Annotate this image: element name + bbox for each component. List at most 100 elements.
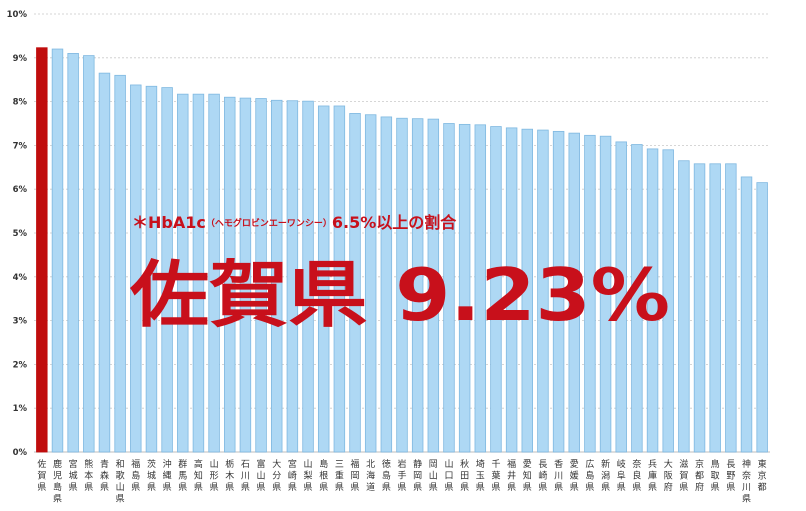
bar <box>145 85 158 453</box>
y-tick-label: 4% <box>13 273 28 283</box>
x-tick-label: 鹿児島県 <box>53 458 62 505</box>
bar <box>36 47 48 453</box>
x-tick-label: 群馬県 <box>178 458 187 493</box>
bar <box>474 124 487 453</box>
x-tick-label: 長崎県 <box>538 459 547 493</box>
x-tick-label: 福島県 <box>131 458 140 493</box>
x-tick-label: 埼玉県 <box>476 458 485 493</box>
bar <box>615 141 627 453</box>
x-tick-label: 佐賀県 <box>37 458 46 493</box>
x-tick-label: 高知県 <box>194 458 203 493</box>
y-tick-label: 3% <box>13 317 28 327</box>
x-tick-label: 鳥取県 <box>711 458 720 493</box>
x-tick-label: 島根県 <box>319 458 328 493</box>
x-tick-label: 岩手県 <box>397 458 406 493</box>
x-tick-label: 大阪府 <box>664 458 673 493</box>
x-tick-label: 徳島県 <box>382 458 391 493</box>
x-tick-label: 愛知県 <box>523 458 532 493</box>
bar <box>458 123 471 453</box>
y-tick-label: 1% <box>13 404 28 414</box>
x-tick-label: 岐阜県 <box>617 458 626 493</box>
bar <box>427 118 440 453</box>
annotation-note-suffix: 6.5%以上の割合 <box>332 213 457 232</box>
bar <box>83 55 95 453</box>
x-tick-label: 熊本県 <box>84 458 93 493</box>
x-tick-label: 新潟県 <box>601 458 610 493</box>
bar <box>177 93 189 453</box>
x-tick-label: 福岡県 <box>351 458 360 493</box>
x-tick-label: 和歌山県 <box>116 459 125 505</box>
bar <box>286 100 299 453</box>
bar <box>208 93 220 453</box>
bar <box>161 87 173 453</box>
y-tick-label: 8% <box>13 98 28 108</box>
bar <box>270 99 283 453</box>
bar <box>646 148 659 453</box>
y-tick-label: 10% <box>7 10 28 20</box>
x-axis: 佐賀県鹿児島県宮城県熊本県青森県和歌山県福島県茨城県沖縄県群馬県高知県山形県栃木… <box>37 458 766 505</box>
bar <box>693 163 706 453</box>
y-tick-label: 5% <box>13 229 28 239</box>
annotation-note-prefix: ＊HbA1c <box>132 213 206 232</box>
x-tick-label: 石川県 <box>241 460 250 493</box>
x-tick-label: 岡山県 <box>429 459 438 493</box>
x-tick-label: 青森県 <box>100 458 109 493</box>
x-tick-label: 山形県 <box>210 459 219 493</box>
bar <box>599 135 612 453</box>
x-tick-label: 長野県 <box>726 459 735 493</box>
x-tick-label: 宮城県 <box>69 458 78 493</box>
x-tick-label: 北海道 <box>366 459 375 493</box>
x-tick-label: 東京都 <box>758 458 767 493</box>
bar <box>740 176 753 453</box>
y-tick-label: 2% <box>13 360 28 370</box>
y-tick-label: 0% <box>13 448 28 458</box>
x-tick-label: 山梨県 <box>304 459 313 493</box>
x-tick-label: 山口県 <box>444 459 453 493</box>
annotation-note-small: （ヘモグロビンエーワンシー） <box>206 217 332 229</box>
y-tick-label: 7% <box>13 141 28 151</box>
x-tick-label: 香川県 <box>554 459 563 493</box>
bar <box>537 129 549 453</box>
bar <box>756 182 768 453</box>
bar <box>67 53 79 453</box>
bar <box>349 113 361 453</box>
y-axis: 0% 1% 2% 3% 4% 5% 6% 7% 8% 9% 10% <box>7 10 28 458</box>
x-tick-label: 愛媛県 <box>570 458 579 493</box>
x-tick-label: 福井県 <box>507 458 516 493</box>
x-tick-label: 兵庫県 <box>648 458 657 493</box>
bar <box>396 117 408 453</box>
x-tick-label: 滋賀県 <box>679 458 688 493</box>
y-tick-label: 6% <box>13 185 28 195</box>
bars <box>36 47 768 453</box>
bar <box>317 105 330 453</box>
bar <box>51 48 64 453</box>
bar <box>568 132 580 453</box>
x-tick-label: 静岡県 <box>413 458 422 493</box>
bar <box>490 126 502 453</box>
bar <box>98 72 111 453</box>
bar <box>114 74 126 453</box>
bar <box>333 105 346 453</box>
annotation-headline: 佐賀県 9.23% <box>129 253 670 337</box>
bar <box>130 84 142 453</box>
bar <box>302 100 314 453</box>
bar <box>443 123 455 453</box>
bar <box>224 96 236 453</box>
bar <box>584 134 596 453</box>
x-tick-label: 宮崎県 <box>288 458 297 493</box>
x-tick-label: 千葉県 <box>491 459 500 493</box>
bar <box>411 118 424 453</box>
x-tick-label: 神奈川県 <box>742 458 751 505</box>
x-tick-label: 大分県 <box>272 458 281 493</box>
x-tick-label: 秋田県 <box>460 458 469 493</box>
x-tick-label: 三重県 <box>335 460 344 493</box>
annotation-note: ＊HbA1c（ヘモグロビンエーワンシー）6.5%以上の割合 <box>132 213 457 232</box>
x-tick-label: 沖縄県 <box>163 458 172 493</box>
x-tick-label: 京都府 <box>695 458 704 493</box>
y-tick-label: 9% <box>13 54 28 64</box>
bar <box>192 93 205 453</box>
bar <box>505 127 518 453</box>
x-tick-label: 栃木県 <box>225 458 234 493</box>
bar <box>239 97 252 453</box>
